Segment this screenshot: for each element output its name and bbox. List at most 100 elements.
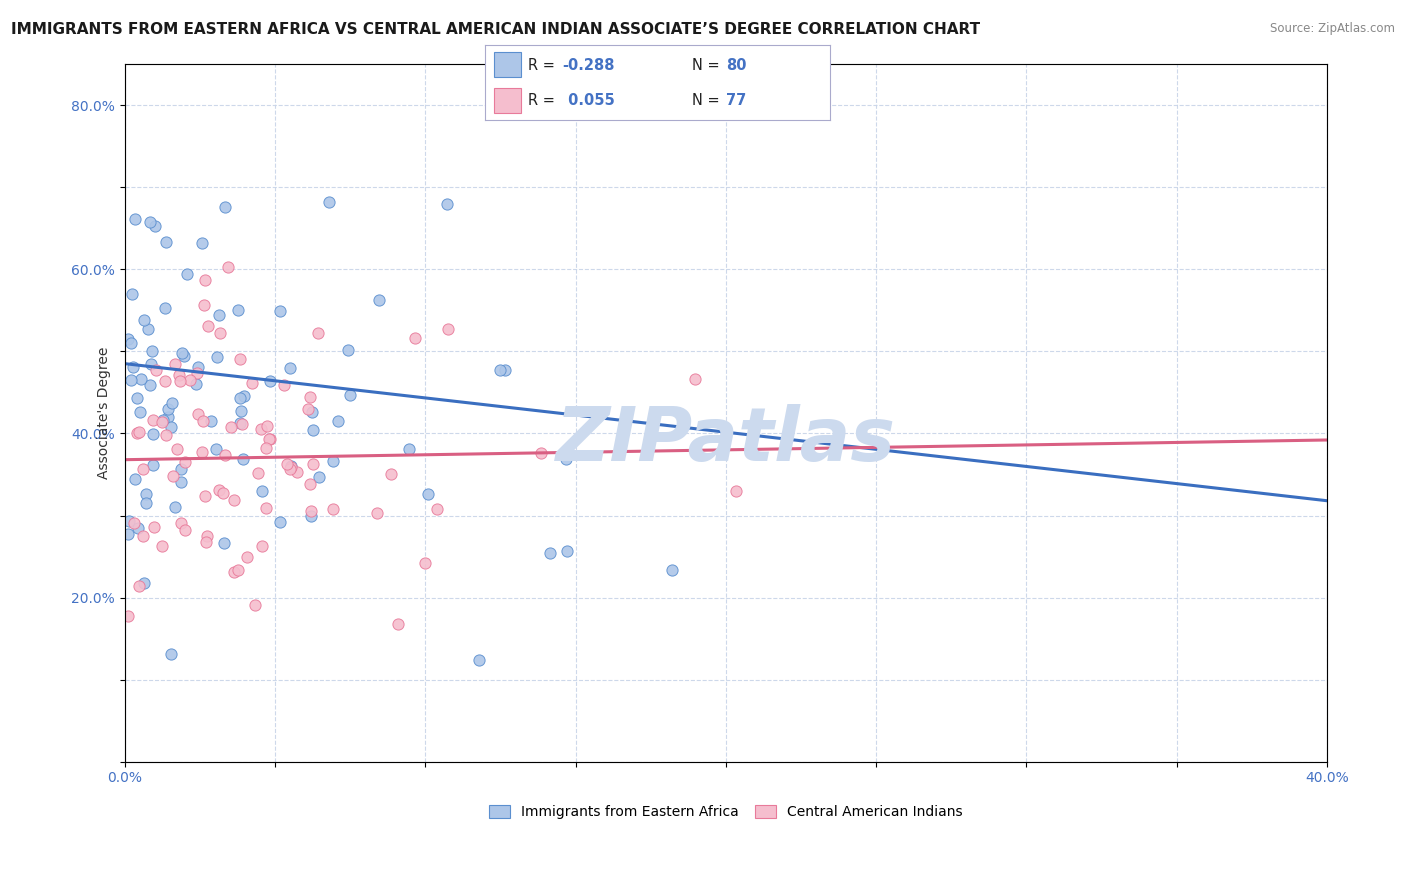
Point xyxy=(415,556,437,570)
Point xyxy=(208,326,231,340)
Point xyxy=(555,544,578,558)
Point xyxy=(416,487,439,501)
Point xyxy=(163,357,186,371)
Point xyxy=(127,425,149,440)
Point xyxy=(155,427,177,442)
Point xyxy=(172,346,194,360)
Point xyxy=(231,417,253,431)
Point xyxy=(159,648,181,662)
Y-axis label: Associate's Degree: Associate's Degree xyxy=(97,347,111,479)
Point xyxy=(661,563,683,577)
Legend: Immigrants from Eastern Africa, Central American Indians: Immigrants from Eastern Africa, Central … xyxy=(484,799,969,824)
Point xyxy=(128,425,150,440)
Point xyxy=(256,418,278,433)
Point xyxy=(259,374,281,388)
Point xyxy=(169,475,191,489)
Point xyxy=(194,489,217,503)
Point xyxy=(273,378,295,392)
Point xyxy=(278,462,301,476)
Point xyxy=(139,378,162,392)
Point xyxy=(197,319,219,334)
Point xyxy=(142,519,165,533)
Point xyxy=(250,539,273,553)
Point xyxy=(229,416,252,430)
Point xyxy=(302,423,325,437)
Point xyxy=(318,195,340,210)
Point xyxy=(145,363,167,377)
Point xyxy=(380,467,402,481)
Point xyxy=(207,350,229,364)
Point xyxy=(247,466,270,480)
Point xyxy=(179,373,201,387)
Point xyxy=(336,343,359,357)
Text: N =: N = xyxy=(692,93,724,108)
Point xyxy=(142,426,165,441)
Point xyxy=(214,448,236,462)
Point xyxy=(129,405,152,419)
Point xyxy=(174,523,197,537)
Point xyxy=(152,412,174,426)
Point xyxy=(298,476,321,491)
Point xyxy=(162,469,184,483)
Point xyxy=(190,236,212,251)
Point xyxy=(125,391,148,405)
Point xyxy=(426,501,449,516)
Point xyxy=(530,446,553,460)
Point xyxy=(191,414,214,428)
Point xyxy=(166,442,188,456)
Point xyxy=(131,528,153,542)
Point xyxy=(117,608,139,623)
Point xyxy=(494,363,516,377)
Point xyxy=(120,336,142,351)
Point xyxy=(121,287,143,301)
Point xyxy=(387,616,409,631)
Point xyxy=(157,401,180,416)
Point xyxy=(299,508,322,523)
Point xyxy=(404,331,426,345)
Point xyxy=(138,321,160,335)
Point xyxy=(122,360,145,375)
Point xyxy=(339,387,361,401)
Point xyxy=(127,521,149,535)
Point xyxy=(195,535,218,549)
Point xyxy=(124,212,146,227)
Point xyxy=(176,267,198,281)
Point xyxy=(280,458,302,473)
Point xyxy=(224,565,246,579)
Point xyxy=(725,483,748,498)
Point xyxy=(683,372,706,386)
Text: 0.055: 0.055 xyxy=(562,93,614,108)
Point xyxy=(208,308,231,322)
Point xyxy=(301,404,323,418)
Text: -0.288: -0.288 xyxy=(562,58,614,72)
Text: 80: 80 xyxy=(725,58,747,72)
Bar xyxy=(494,52,522,78)
Point xyxy=(208,483,231,497)
Point xyxy=(163,500,186,514)
Point xyxy=(159,419,181,434)
Point xyxy=(217,260,239,274)
Point xyxy=(299,504,322,518)
Text: N =: N = xyxy=(692,58,724,72)
Point xyxy=(153,374,176,388)
Point xyxy=(366,507,388,521)
Point xyxy=(554,451,576,466)
Point xyxy=(135,496,157,510)
Point xyxy=(468,652,491,666)
Point xyxy=(167,368,190,382)
Point xyxy=(135,486,157,500)
Point xyxy=(191,445,214,459)
Point xyxy=(269,304,291,318)
Point xyxy=(229,404,252,418)
Point xyxy=(117,332,139,346)
Point xyxy=(124,472,146,486)
Text: R =: R = xyxy=(529,93,560,108)
Point xyxy=(187,407,209,421)
Point xyxy=(122,516,145,531)
Point xyxy=(299,390,322,404)
Point xyxy=(173,349,195,363)
Point xyxy=(254,501,277,516)
Text: R =: R = xyxy=(529,58,560,72)
Point xyxy=(229,391,252,405)
Point xyxy=(187,359,209,374)
